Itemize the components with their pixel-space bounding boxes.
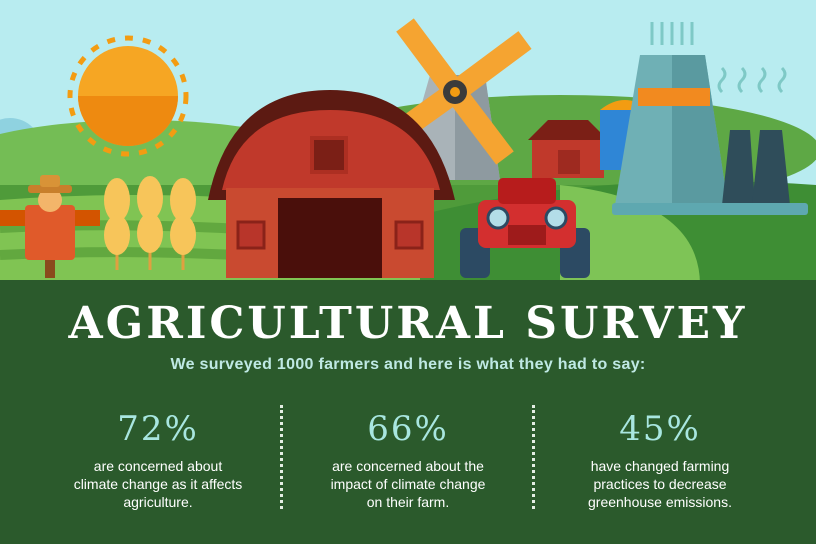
stat-card: 66% are concerned about the impact of cl…: [293, 405, 523, 511]
page-title: AGRICULTURAL SURVEY: [68, 298, 748, 349]
stat-card: 45% have changed farming practices to de…: [545, 405, 775, 511]
scarecrow-icon: [0, 175, 100, 278]
farm-illustration: [0, 0, 816, 285]
stat-value: 66%: [367, 409, 449, 449]
factory-icon: [612, 22, 808, 215]
dotted-divider: [532, 405, 535, 509]
stat-value: 45%: [619, 409, 701, 449]
dotted-divider: [280, 405, 283, 509]
stat-description: are concerned about climate change as it…: [73, 458, 243, 510]
page-subtitle: We surveyed 1000 farmers and here is wha…: [170, 356, 646, 373]
sun-icon: [67, 35, 189, 157]
stat-card: 72% are concerned about climate change a…: [43, 405, 273, 511]
small-barn-icon: [528, 120, 608, 178]
content-panel: [0, 280, 816, 544]
stat-description: have changed farming practices to decrea…: [588, 458, 732, 510]
stat-description: are concerned about the impact of climat…: [330, 458, 486, 510]
barn-icon: [208, 90, 455, 278]
wheat-icon: [104, 176, 196, 270]
tractor-icon: [460, 178, 590, 278]
stat-value: 72%: [117, 409, 199, 449]
